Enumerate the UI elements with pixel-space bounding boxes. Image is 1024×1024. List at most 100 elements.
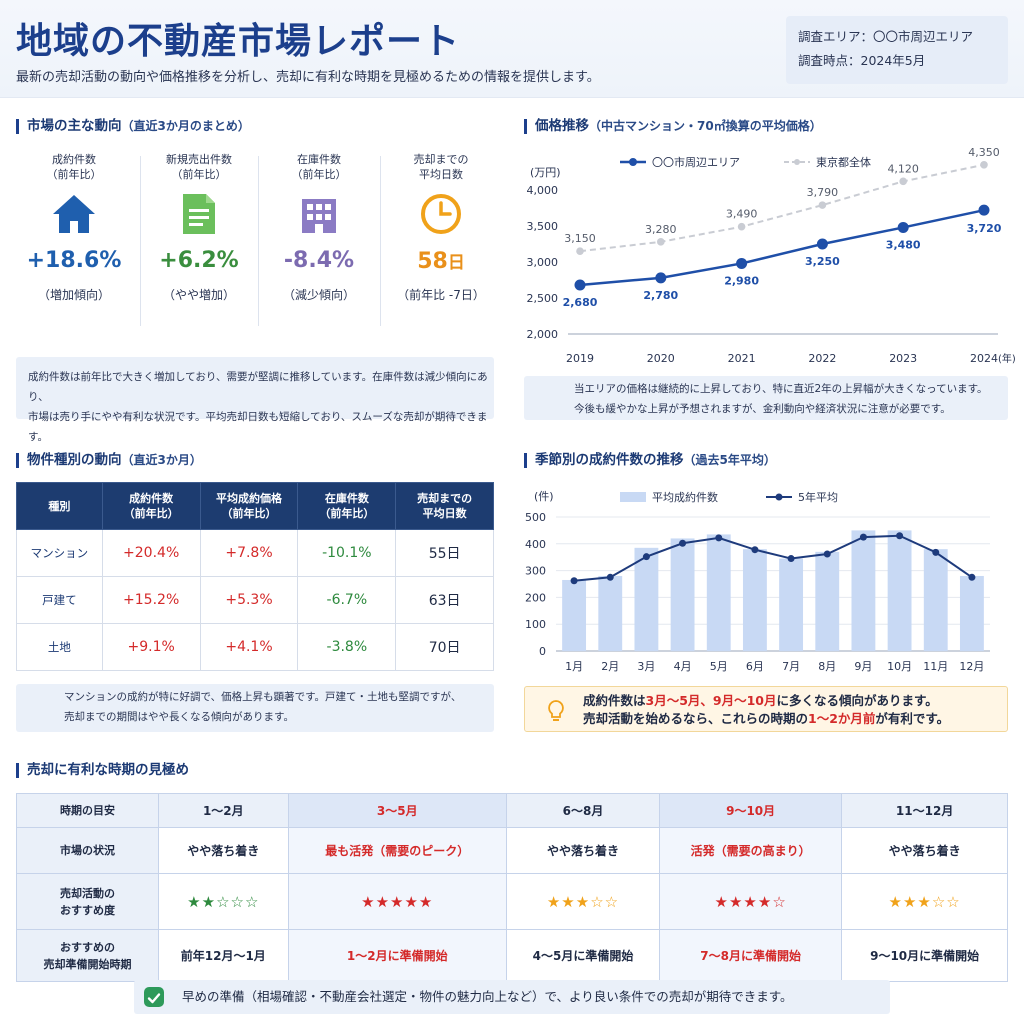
period-cell: 11～12月 (841, 793, 1008, 828)
seasonal-bar-chart: (件) 0 100 200 300 400 500 平均成約件数 5年平均 1月 2月 3月 4月 5月 6… (525, 490, 990, 673)
seasonal-section-title: 季節別の成約件数の推移（過去5年平均） (524, 453, 776, 468)
data-point (980, 161, 988, 169)
bar (670, 538, 695, 651)
data-point (679, 539, 687, 547)
types-section-title: 物件種別の動向（直近3か月） (16, 453, 202, 468)
bar (779, 558, 804, 651)
status-cell: 活発（需要の高まり） (659, 827, 843, 874)
property-type-table: 種別 成約件数 （前年比） 平均成約価格 （前年比） 在庫件数 （前年比） 売却… (16, 482, 494, 671)
building-icon (261, 184, 377, 244)
bar (634, 547, 659, 651)
average-line (573, 534, 973, 582)
rating-stars: ★★★☆☆ (841, 873, 1008, 930)
kpi-value: +18.6% (26, 248, 122, 273)
data-point (655, 272, 667, 284)
bar (923, 549, 948, 651)
y-tick-label: 300 (525, 565, 546, 578)
survey-date: 調査時点：2024年5月 (798, 53, 926, 68)
data-point (816, 238, 828, 250)
types-title: 物件種別の動向 (27, 452, 122, 468)
row-header: おすすめの 売却準備開始時期 (16, 929, 159, 982)
lightbulb-icon (548, 700, 564, 721)
table-row: 土地 +9.1% +4.1% -3.8% 70日 (16, 623, 494, 671)
data-point (576, 247, 584, 255)
x-tick-label: 1月 (565, 660, 583, 673)
kpi-value: 58日 (417, 249, 465, 274)
bar (742, 549, 767, 651)
cell-days: 70日 (395, 623, 494, 671)
kpi-label: 新規売出件数 （前年比） (166, 153, 232, 181)
kpi-card-deals: 成約件数 （前年比） +18.6% （増加傾向） (16, 152, 132, 328)
data-point (737, 222, 746, 231)
kpi-note: （減少傾向） (282, 288, 355, 302)
prep-cell: 7～8月に準備開始 (659, 929, 843, 982)
cell-days: 55日 (395, 529, 494, 577)
table-row: マンション +20.4% +7.8% -10.1% 55日 (16, 529, 494, 577)
data-label: 2,780 (643, 289, 678, 302)
cell-stock: -6.7% (297, 576, 397, 624)
legend-marker (629, 158, 637, 166)
data-label: 2,680 (563, 296, 598, 309)
x-axis-label: (年) (998, 352, 1016, 365)
cell-days: 63日 (395, 576, 494, 624)
cell-price: +7.8% (199, 529, 299, 577)
table-header: 成約件数 （前年比） (101, 482, 201, 530)
y-tick-label: 4,000 (527, 184, 559, 197)
data-point (642, 553, 650, 561)
row-header: 時期の目安 (16, 793, 159, 828)
kpi-label: 売却までの 平均日数 (413, 153, 469, 181)
cell-deals: +9.1% (101, 623, 201, 671)
bar (815, 551, 840, 651)
legend-label: 平均成約件数 (652, 490, 718, 504)
timing-title: 売却に有利な時期の見極め (27, 762, 189, 778)
survey-info-box: 調査エリア：〇〇市周辺エリア 調査時点：2024年5月 (786, 16, 1008, 84)
bar (562, 579, 587, 651)
price-section-title: 価格推移（中古マンション・70㎡換算の平均価格） (524, 119, 822, 134)
data-point (859, 533, 867, 541)
data-label: 4,120 (887, 162, 919, 175)
y-tick-label: 3,000 (527, 256, 559, 269)
x-tick-label: 5月 (710, 660, 728, 673)
rating-stars: ★★★★★ (287, 873, 507, 930)
x-tick-label: 2023 (889, 352, 917, 365)
document-icon (141, 184, 257, 244)
x-tick-label: 2021 (728, 352, 756, 365)
period-cell: 3～5月 (287, 793, 507, 828)
bar (851, 530, 876, 651)
data-point (818, 201, 827, 209)
x-tick-label: 4月 (674, 660, 692, 673)
data-point (932, 548, 940, 556)
table-row: 売却活動の おすすめ度 ★★☆☆☆ ★★★★★ ★★★☆☆ ★★★★☆ ★★★☆… (16, 873, 1008, 930)
rating-stars: ★★☆☆☆ (158, 873, 289, 930)
x-tick-label: 2022 (808, 352, 836, 365)
row-name: マンション (16, 529, 103, 577)
kpi-value: -8.4% (283, 248, 355, 273)
bar (959, 575, 984, 651)
cell-stock: -10.1% (297, 529, 397, 577)
footer-text: 早めの準備（相場確認・不動産会社選定・物件の魅力向上など）で、より良い条件での売… (182, 989, 793, 1004)
data-label: 4,350 (968, 148, 1000, 159)
status-cell: 最も活発（需要のピーク） (287, 827, 507, 874)
row-name: 戸建て (16, 576, 103, 624)
market-note: 成約件数は前年比で大きく増加しており、需要が堅調に推移しています。在庫件数は減少… (16, 357, 494, 443)
table-header: 平均成約価格 （前年比） (199, 482, 299, 530)
data-point (896, 532, 904, 540)
kpi-card-days: 売却までの 平均日数 58日 （前年比 -7日） (383, 152, 499, 328)
cell-deals: +20.4% (101, 529, 201, 577)
kpi-card-stock: 在庫件数 （前年比） -8.4% （減少傾向） (261, 152, 377, 328)
x-tick-label: 3月 (637, 660, 655, 673)
kpi-value: +6.2% (159, 248, 239, 273)
table-header: 売却までの 平均日数 (395, 482, 494, 530)
data-label: 2,980 (724, 274, 759, 287)
status-cell: やや落ち着き (841, 827, 1008, 874)
y-tick-label: 2,500 (527, 292, 559, 305)
market-title: 市場の主な動向 (27, 118, 122, 134)
report-header: 地域の不動産市場レポート 最新の売却活動の動向や価格推移を分析し、売却に有利な時… (0, 0, 1024, 98)
page-title: 地域の不動産市場レポート (16, 21, 461, 62)
page-subtitle: 最新の売却活動の動向や価格推移を分析し、売却に有利な時期を見極めるための情報を提… (16, 70, 600, 85)
price-note: 当エリアの価格は継続的に上昇しており、特に直近2年の上昇幅が大きくなっています。… (524, 376, 1008, 420)
data-label: 3,720 (967, 222, 1002, 235)
kpi-note: （やや増加） (162, 288, 235, 302)
market-section-title: 市場の主な動向（直近3か月のまとめ） (16, 119, 250, 134)
kpi-label: 成約件数 （前年比） (46, 153, 102, 181)
